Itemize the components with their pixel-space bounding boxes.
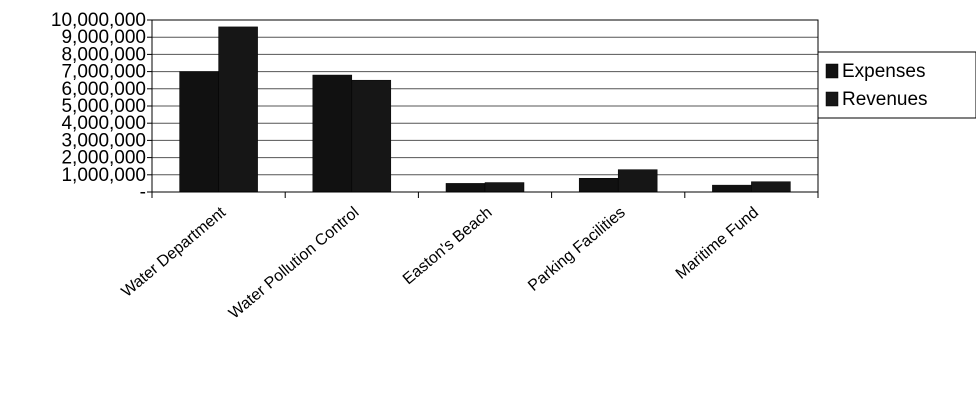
x-tick-label: Parking Facilities [525,204,629,295]
legend-label-revenues: Revenues [842,89,928,110]
y-tick-label: 5,000,000 [61,96,146,117]
bars [179,26,791,193]
bar-expenses [312,74,353,193]
y-tick-label: 1,000,000 [61,165,146,186]
y-tick-labels: -1,000,0002,000,0003,000,0004,000,0005,0… [51,10,146,203]
y-tick-label: 4,000,000 [61,113,146,134]
legend-box [817,51,976,119]
bar-revenues [484,182,525,193]
bar-expenses [445,183,486,193]
legend-label-expenses: Expenses [842,61,925,82]
x-tick-label: Water Department [119,204,230,301]
y-tick-label: 10,000,000 [51,10,146,31]
y-tick-label: 6,000,000 [61,79,146,100]
x-tick-label: Water Pollution Control [226,204,362,322]
bar-expenses [179,71,219,193]
bar-revenues [617,169,658,193]
x-tick-label: Easton's Beach [400,204,496,288]
bar-revenues [751,181,791,193]
legend-swatch-revenues [825,91,839,107]
x-tick-label: Maritime Fund [673,204,762,283]
legend: Expenses Revenues [817,51,976,119]
bar-revenues [218,26,258,193]
y-tick-label: 8,000,000 [61,44,146,65]
y-tick-label: 9,000,000 [61,27,146,48]
bar-revenues [351,79,392,193]
bar-expenses [712,184,752,193]
legend-swatch-expenses [825,63,839,79]
y-tick-label: 2,000,000 [61,148,146,169]
y-tick-label: 7,000,000 [61,62,146,83]
y-tick-label: 3,000,000 [61,130,146,151]
y-tick-label: - [140,182,146,203]
bar-expenses [578,177,619,193]
